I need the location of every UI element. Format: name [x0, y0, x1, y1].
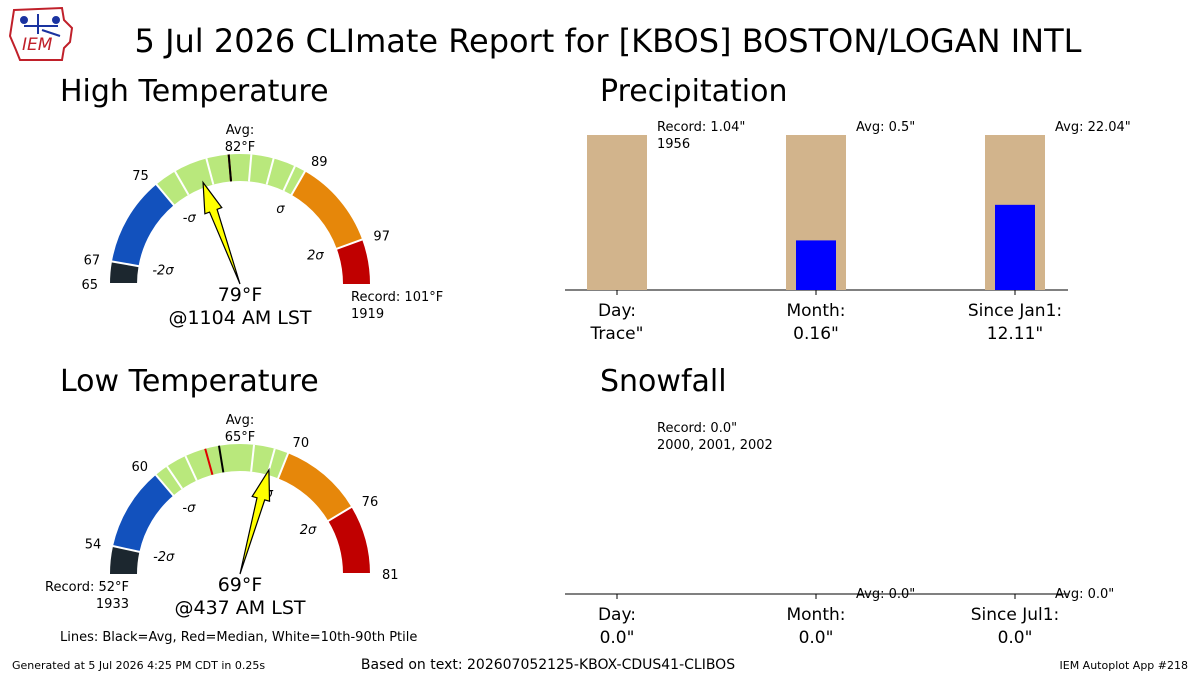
gauge-band-separator	[153, 472, 176, 498]
high-temp-avg-value: 82°F	[225, 140, 256, 155]
gauge-band-separator	[109, 260, 141, 268]
percentile-line	[174, 170, 190, 196]
gauge-sigma-label: -2σ	[152, 264, 174, 279]
percentile-line	[166, 465, 184, 490]
low-temp-record-year: 1933	[96, 597, 129, 612]
precipitation-title: Precipitation	[600, 74, 788, 109]
gauge-band-blue	[113, 474, 174, 552]
gauge-band-red	[336, 239, 370, 284]
gauge-sigma-label: 2σ	[300, 523, 317, 538]
bar-annotation-sub: 2000, 2001, 2002	[657, 438, 773, 453]
high-temperature-gauge: 65 67 75 89 97 -2σ -σ σ 2σ	[81, 154, 390, 293]
gauge-tick-label: 67	[84, 253, 101, 268]
high-temp-title: High Temperature	[60, 74, 329, 109]
high-temp-time: @1104 AM LST	[168, 307, 311, 329]
low-temp-record: Record: 52°F	[45, 580, 129, 595]
bar-annotation: Record: 0.0"	[657, 421, 737, 436]
gauge-tick-label: 54	[85, 537, 102, 552]
snowfall-chart: Day: 0.0" Record: 0.0" 2000, 2001, 2002 Mont…	[565, 421, 1114, 648]
gauge-band-separator	[154, 182, 176, 208]
gauge-tick-label: 89	[311, 155, 328, 170]
gauge-band-dark	[110, 546, 140, 574]
gauge-tick-label: 65	[81, 278, 98, 293]
bar-value-label: 0.0"	[998, 628, 1033, 648]
weather-instrument-icon	[20, 14, 61, 37]
percentile-line	[247, 154, 253, 182]
footer-generated: Generated at 5 Jul 2026 4:25 PM CDT in 0…	[12, 659, 265, 672]
observed-bar	[796, 240, 836, 290]
bar-category-label: Month:	[786, 605, 845, 625]
gauge-sigma-label: σ	[276, 202, 285, 217]
logo-text: IEM	[22, 35, 53, 55]
gauge-sigma-label: -σ	[182, 501, 196, 516]
gauge-sigma-label: -2σ	[153, 550, 175, 565]
reference-bar	[587, 135, 647, 290]
low-temp-time: @437 AM LST	[175, 597, 306, 619]
bar-annotation: Record: 1.04"	[657, 120, 745, 135]
bar-annotation: Avg: 22.04"	[1055, 120, 1131, 135]
high-temp-record-year: 1919	[351, 307, 384, 322]
gauge-band-orange	[278, 453, 352, 521]
gauge-sigma-label: 2σ	[307, 249, 324, 264]
iem-logo: IEM	[8, 6, 74, 61]
percentile-line	[184, 455, 198, 481]
high-temp-observed: 79°F	[218, 284, 263, 306]
gauge-tick-label: 60	[132, 460, 149, 475]
low-temp-title: Low Temperature	[60, 364, 319, 399]
gauge-band-dark	[110, 261, 139, 284]
bar-category-label: Day:	[598, 605, 636, 625]
gauge-sigma-label: -σ	[183, 211, 197, 226]
percentile-line	[282, 165, 296, 192]
bar-value-label: 0.16"	[793, 324, 839, 344]
snowfall-title: Snowfall	[600, 364, 727, 399]
high-temp-record: Record: 101°F	[351, 290, 443, 305]
gauge-band-separator	[334, 237, 365, 251]
gauge-tick-label: 75	[132, 169, 149, 184]
percentile-line	[205, 158, 215, 185]
observed-bar	[995, 204, 1035, 290]
average-line	[217, 445, 225, 473]
page-title: 5 Jul 2026 CLImate Report for [KBOS] BOS…	[135, 22, 1082, 60]
bar-category-label: Since Jan1:	[968, 301, 1062, 321]
bar-category-label: Day:	[598, 301, 636, 321]
precipitation-chart: Day: Trace" Record: 1.04" 1956 Month: 0.16" Av…	[565, 120, 1131, 344]
gauge-tick-label: 81	[382, 568, 399, 583]
bar-value-label: 0.0"	[799, 628, 834, 648]
low-temp-observed: 69°F	[218, 574, 263, 596]
median-line	[204, 448, 214, 476]
percentile-line	[250, 444, 256, 472]
lines-legend-note: Lines: Black=Avg, Red=Median, White=10th…	[60, 630, 417, 645]
gauge-band-red	[328, 506, 370, 574]
gauge-needle	[202, 180, 241, 285]
gauge-tick-label: 97	[373, 229, 390, 244]
footer-app-id: IEM Autoplot App #218	[1060, 659, 1189, 672]
average-line	[227, 154, 233, 182]
bar-annotation: Avg: 0.5"	[856, 120, 915, 135]
gauge-band-separator	[326, 505, 354, 523]
bar-category-label: Month:	[786, 301, 845, 321]
bar-value-label: 12.11"	[987, 324, 1044, 344]
percentile-line	[265, 158, 275, 185]
footer-source-text: Based on text: 202607052125-KBOX-CDUS41-…	[361, 657, 735, 673]
high-temp-avg-label: Avg:	[226, 123, 254, 138]
bar-value-label: Trace"	[590, 324, 644, 344]
bar-annotation-sub: 1956	[657, 137, 690, 152]
bar-category-label: Since Jul1:	[971, 605, 1060, 625]
gauge-band-separator	[276, 451, 290, 481]
low-temp-avg-label: Avg:	[226, 413, 254, 428]
gauge-tick-label: 70	[293, 436, 310, 451]
bar-annotation: Avg: 0.0"	[856, 587, 915, 602]
gauge-tick-label: 76	[362, 495, 379, 510]
low-temp-avg-value: 65°F	[225, 430, 256, 445]
bar-annotation: Avg: 0.0"	[1055, 587, 1114, 602]
gauge-band-blue	[111, 184, 174, 267]
gauge-band-separator	[110, 544, 142, 554]
bar-value-label: 0.0"	[600, 628, 635, 648]
gauge-band-separator	[289, 169, 307, 198]
gauge-band-orange	[291, 171, 363, 249]
gauge-needle	[239, 467, 271, 575]
